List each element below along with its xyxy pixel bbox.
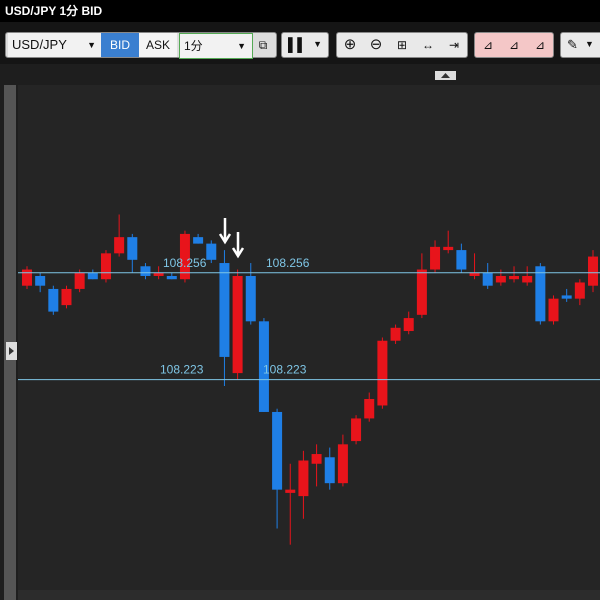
candle-body [548, 298, 559, 322]
annotation-arrows [218, 218, 245, 259]
expand[interactable]: ↔ [422, 38, 434, 52]
candle-body [166, 275, 177, 280]
interval-text: 1分 [184, 39, 203, 53]
candle-body [535, 266, 546, 322]
candle-body [364, 399, 375, 419]
zoom-in[interactable]: ⊕ [343, 36, 357, 53]
candle-body [390, 327, 401, 341]
candle-body [482, 272, 493, 286]
symbol-group: USD/JPY ▼ BID ASK 1分 ▼ ⧉ [5, 32, 277, 59]
bid-button[interactable]: BID [101, 33, 139, 57]
order-1[interactable]: ⊿ [482, 38, 494, 52]
candle-body [22, 269, 32, 286]
order-2[interactable]: ⊿ [508, 38, 520, 52]
candle-body [430, 246, 441, 270]
candle-body [74, 272, 85, 289]
time-axis [18, 590, 600, 600]
candle-body [219, 263, 230, 357]
candle-body [245, 275, 256, 322]
candle-body [561, 295, 572, 299]
candle-body [456, 250, 467, 270]
candle-body [351, 418, 362, 442]
symbol-select[interactable]: USD/JPY ▼ [8, 33, 102, 57]
candle-body [153, 272, 164, 276]
candle-body [87, 272, 98, 280]
candle-body [258, 321, 269, 412]
candle-body [48, 288, 59, 312]
fit[interactable]: ⊞ [396, 38, 408, 52]
candle-body [298, 460, 309, 497]
candle-body [416, 269, 427, 315]
draw-button[interactable]: ✎ ▼ [560, 32, 600, 58]
candle-body [574, 282, 585, 299]
latest[interactable]: ⇥ [448, 38, 460, 52]
price-line-label: 108.223 [160, 363, 204, 377]
toolbar: USD/JPY ▼ BID ASK 1分 ▼ ⧉ ▌▌ ▼ ⊕ ⊖ ⊞ ↔ ⇥ ⊿ ⊿… [0, 22, 600, 64]
candle-body [469, 272, 480, 276]
candle-body [100, 253, 111, 280]
candle-body [403, 318, 414, 332]
candle-body [179, 233, 190, 280]
candle-body [140, 266, 151, 276]
candle-body [311, 454, 322, 464]
candle-body [337, 444, 348, 484]
interval-select[interactable]: 1分 ▼ [179, 33, 253, 59]
candle-body [114, 237, 125, 254]
price-line-label: 108.256 [163, 256, 207, 270]
candle-body [509, 275, 520, 280]
compare-button[interactable]: ⧉ [258, 38, 268, 52]
zoom-out[interactable]: ⊖ [369, 36, 383, 53]
symbol-text: USD/JPY [12, 37, 67, 52]
candle-body [285, 489, 296, 493]
candle-body [324, 457, 335, 484]
candle-body [588, 256, 598, 286]
candle-body [272, 411, 283, 490]
order-3[interactable]: ⊿ [534, 38, 546, 52]
price-line-label: 108.256 [266, 256, 310, 270]
candle-body [193, 237, 204, 244]
chart: 108.256 108.256 108.223 108.223 [0, 64, 600, 600]
candle-body [443, 246, 454, 251]
chart-type-button[interactable]: ▌▌ ▼ [281, 32, 329, 58]
ask-button[interactable]: ASK [139, 33, 177, 57]
order-group: ⊿ ⊿ ⊿ [474, 32, 554, 58]
candle-body [127, 237, 138, 260]
candle-body [61, 288, 72, 306]
candle-body [495, 275, 506, 283]
candle-body [232, 275, 243, 374]
zoom-group: ⊕ ⊖ ⊞ ↔ ⇥ [336, 32, 468, 58]
top-tab-arrow [441, 73, 450, 78]
side-tab-arrow [9, 347, 14, 355]
candle-body [522, 275, 533, 283]
window-title: USD/JPY 1分 BID [0, 0, 600, 22]
candle-body [206, 243, 217, 260]
candle-body [377, 340, 388, 406]
price-line-label: 108.223 [263, 363, 307, 377]
plot-area [18, 85, 600, 590]
candle-body [35, 275, 46, 286]
